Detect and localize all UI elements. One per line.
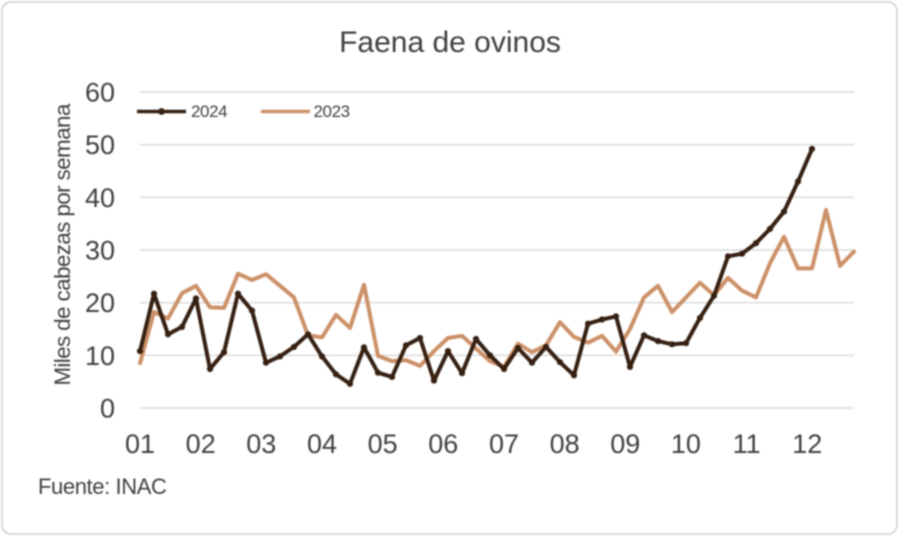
svg-text:Miles de cabezas por semana: Miles de cabezas por semana <box>50 103 75 385</box>
svg-text:07: 07 <box>489 429 519 459</box>
svg-text:50: 50 <box>85 130 115 160</box>
svg-text:10: 10 <box>671 429 701 459</box>
svg-text:04: 04 <box>307 429 337 459</box>
svg-text:08: 08 <box>550 429 580 459</box>
svg-text:Faena de ovinos: Faena de ovinos <box>339 26 561 59</box>
svg-text:2023: 2023 <box>314 102 350 121</box>
svg-text:02: 02 <box>186 429 216 459</box>
svg-text:30: 30 <box>85 236 115 266</box>
svg-text:10: 10 <box>85 341 115 371</box>
svg-text:11: 11 <box>733 429 761 459</box>
svg-text:60: 60 <box>85 78 115 108</box>
svg-text:0: 0 <box>100 394 115 424</box>
svg-text:Fuente: INAC: Fuente: INAC <box>38 474 167 499</box>
svg-text:09: 09 <box>610 429 640 459</box>
svg-text:2024: 2024 <box>191 102 227 121</box>
svg-text:05: 05 <box>368 429 398 459</box>
svg-text:40: 40 <box>85 183 115 213</box>
svg-text:12: 12 <box>792 429 822 459</box>
svg-text:20: 20 <box>85 288 115 318</box>
svg-text:01: 01 <box>125 429 155 459</box>
svg-text:06: 06 <box>428 429 458 459</box>
svg-text:03: 03 <box>246 429 276 459</box>
